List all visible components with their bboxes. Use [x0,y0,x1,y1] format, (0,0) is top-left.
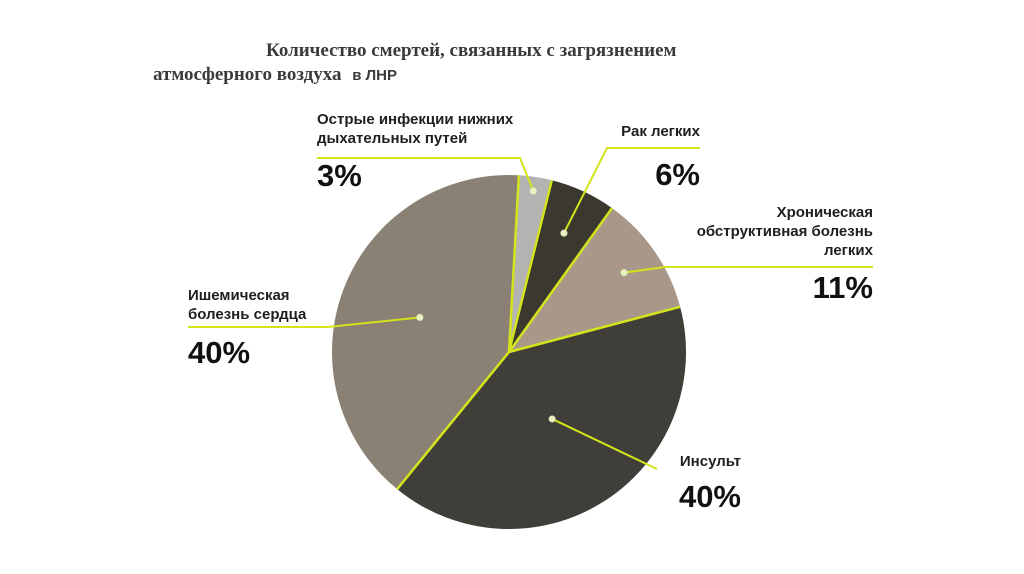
slice-label: обструктивная болезнь [697,223,873,240]
slice-label: легких [824,242,874,259]
slice-value-label: 40% [679,479,741,514]
slice-label: Рак легких [621,123,700,140]
slice-label: Острые инфекции нижних [317,111,514,128]
slice-separator [507,179,554,353]
slice-labels: Острые инфекции нижних дыхательных путей 3… [188,111,874,514]
chart-title-line2-main: атмосферного воздуха [153,64,342,85]
slice-separator [508,305,681,354]
pie-slice [509,180,613,352]
slice-value-label: 11% [813,270,873,305]
leader-line [563,147,700,234]
slice-value-label: 6% [655,157,700,192]
leader-dot [560,229,568,237]
leader-dot [416,313,424,321]
chart-title: Количество смертей, связанных с загрязне… [266,40,677,61]
slice-label: дыхательных путей [317,130,467,147]
slice-label: Хроническая [777,204,873,221]
pie-slice [332,175,519,490]
leader-line [623,266,873,274]
chart-title-suffix: в ЛНР [352,67,397,84]
pie-slice [397,306,686,529]
chart-title-line2: атмосферного воздуха в ЛНР [153,64,397,85]
pie-slice [509,208,681,352]
pie-slices [332,175,686,529]
leader-dot [548,415,556,423]
slice-separator [507,207,614,353]
leader-lines [188,147,873,470]
leader-line [551,418,658,470]
slice-label: болезнь сердца [188,306,307,323]
slice-label: Ишемическая [188,287,290,304]
slice-value-label: 40% [188,335,250,370]
slice-separator [507,175,521,353]
leader-dot [529,187,537,195]
leader-dot [620,269,628,277]
slice-label: Инсульт [680,453,741,470]
leader-line [188,316,420,328]
slice-separator [396,351,510,490]
leader-line [317,157,535,192]
slice-value-label: 3% [317,158,362,193]
